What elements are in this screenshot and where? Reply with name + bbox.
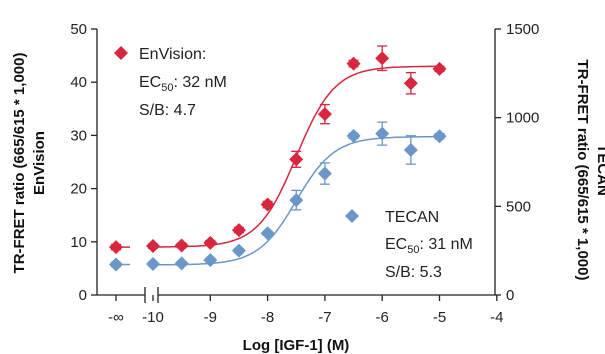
tecan-data-point	[109, 257, 123, 272]
axes	[96, 29, 496, 303]
envision-data-point	[346, 56, 361, 71]
x-tick-label: -7	[318, 309, 331, 326]
data-markers	[109, 51, 447, 272]
right-tick-label: 500	[506, 198, 531, 215]
envision-legend-marker	[114, 46, 128, 60]
envision-ec-prefix: EC	[139, 74, 161, 91]
tecan-data-point	[203, 253, 218, 268]
left-y-title-line2: EnVision	[31, 131, 48, 195]
envision-ec-sub: 50	[161, 82, 173, 94]
tecan-data-point	[403, 142, 418, 157]
envision-data-point	[432, 61, 447, 76]
x-tick-label: -10	[142, 309, 164, 326]
tecan-label: TECAN	[385, 209, 439, 226]
right-y-title-line2: TECAN	[594, 144, 605, 196]
envision-data-point	[146, 239, 160, 254]
x-tick-label: -8	[261, 309, 274, 326]
tecan-data-point	[346, 128, 361, 143]
left-tick-label: 50	[70, 21, 87, 38]
envision-data-point	[109, 240, 123, 255]
right-y-axis-title: TR-FRET ratio (665/615 * 1,000) TECAN	[574, 60, 605, 281]
right-tick-label: 1000	[506, 110, 539, 127]
right-tick-label: 1500	[506, 21, 539, 38]
tecan-data-point	[289, 193, 304, 208]
tecan-data-point	[174, 256, 189, 271]
envision-data-point	[289, 152, 304, 167]
tecan-annotation: TECAN EC50: 31 nM S/B: 5.3	[345, 209, 473, 281]
envision-data-point	[174, 238, 189, 253]
tecan-ec50: EC50: 31 nM	[385, 236, 473, 256]
left-y-axis-title: TR-FRET ratio (665/615 * 1,000) EnVision	[11, 53, 48, 274]
x-tick-label: -4	[490, 309, 503, 326]
left-tick-label: 20	[70, 181, 87, 198]
envision-annotation: EnVision: EC50: 32 nM S/B: 4.7	[114, 46, 227, 119]
left-y-ticks: 0 10 20 30 40 50	[70, 21, 97, 304]
envision-data-point	[403, 76, 418, 91]
x-tick-label: -6	[376, 309, 389, 326]
x-tick-label: -5	[433, 309, 446, 326]
envision-data-point	[260, 197, 275, 212]
envision-sb: S/B: 4.7	[139, 102, 196, 119]
tecan-legend-marker	[345, 209, 359, 223]
tecan-data-point	[432, 129, 447, 144]
right-tick-label: 0	[506, 287, 514, 304]
envision-data-point	[203, 235, 218, 250]
left-tick-label: 40	[70, 74, 87, 91]
tecan-data-point	[260, 226, 275, 241]
tecan-data-point	[146, 256, 160, 271]
left-tick-label: 10	[70, 234, 87, 251]
envision-ec-value: : 32 nM	[173, 74, 226, 91]
tecan-data-point	[231, 243, 246, 258]
left-y-title-line1: TR-FRET ratio (665/615 * 1,000)	[11, 53, 28, 274]
x-ticks: -∞ -10 -9 -8 -7 -6 -5 -4	[108, 295, 503, 326]
right-y-title-line1: TR-FRET ratio (665/615 * 1,000)	[574, 60, 591, 281]
x-tick-label: -9	[204, 309, 217, 326]
envision-data-point	[317, 107, 332, 122]
tecan-ec-value: : 31 nM	[419, 236, 472, 253]
x-axis-title: Log [IGF-1] (M)	[243, 337, 350, 354]
left-tick-label: 0	[79, 287, 87, 304]
left-tick-label: 30	[70, 127, 87, 144]
right-y-ticks: 0 500 1000 1500	[495, 21, 539, 304]
x-tick-label: -∞	[108, 309, 124, 326]
tecan-ec-prefix: EC	[385, 236, 407, 253]
tecan-data-point	[317, 166, 332, 181]
envision-ec50: EC50: 32 nM	[139, 74, 227, 94]
envision-data-point	[375, 51, 390, 66]
tecan-ec-sub: 50	[407, 244, 419, 256]
envision-label: EnVision:	[139, 46, 206, 63]
tecan-data-point	[375, 126, 390, 141]
envision-data-point	[231, 223, 246, 238]
tecan-sb: S/B: 5.3	[385, 264, 442, 281]
